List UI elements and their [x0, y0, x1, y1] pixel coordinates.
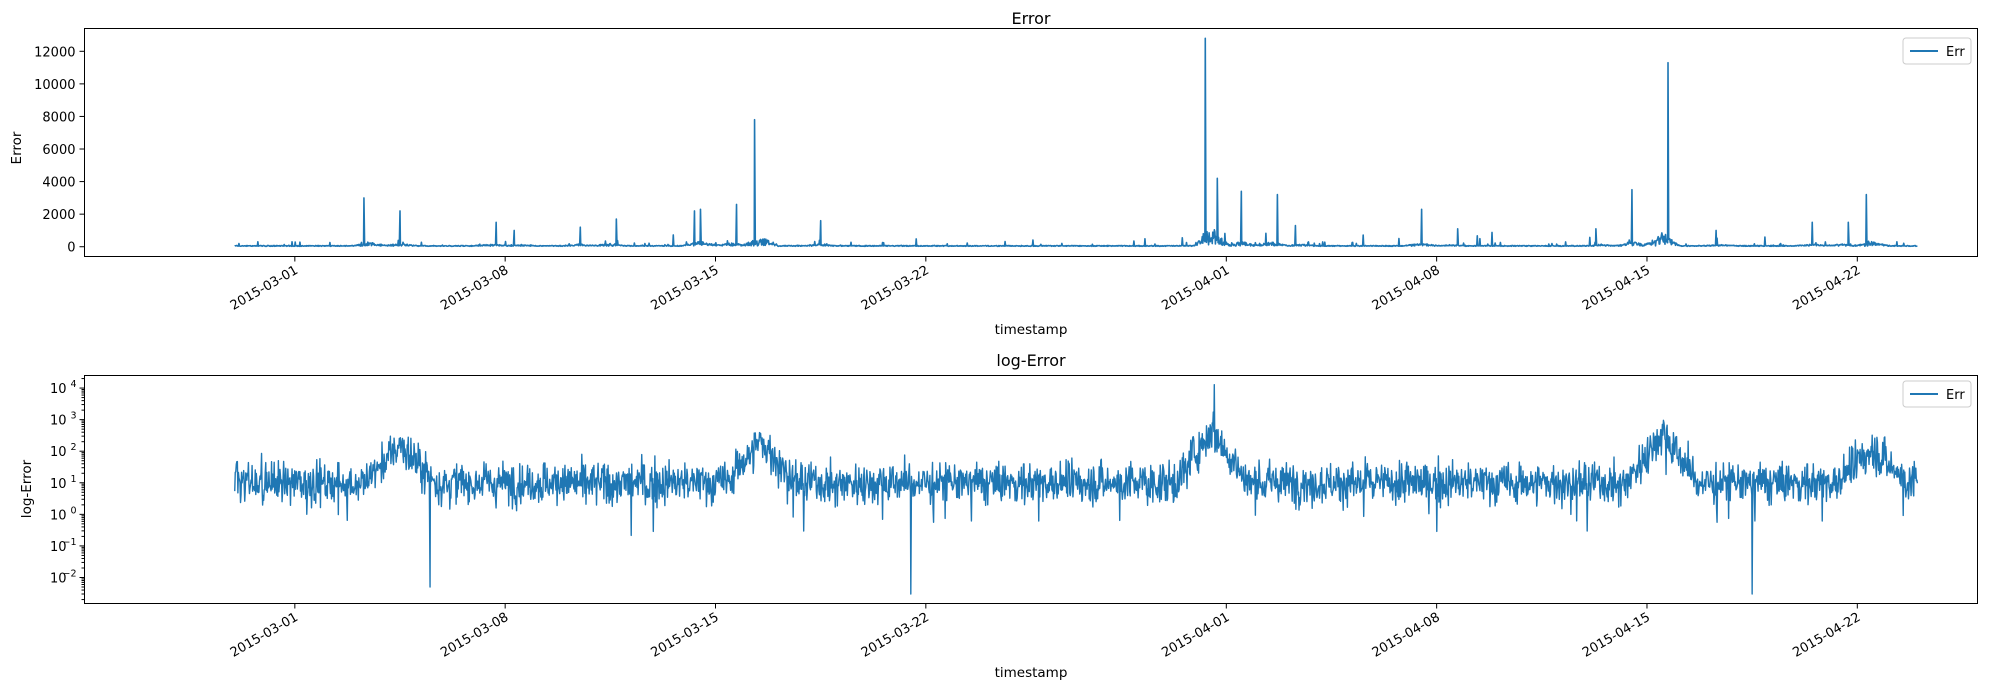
y-tick-label: 10000: [34, 78, 75, 93]
y-tick-exponent: 4: [70, 379, 76, 390]
y-tick-label: 10: [50, 382, 67, 397]
y-tick-label: 0: [67, 241, 75, 256]
panel-error-title: Error: [1012, 9, 1051, 28]
y-tick-exponent: −1: [62, 537, 76, 548]
panel-error-frame: [84, 28, 1978, 257]
y-tick-label: 6000: [42, 143, 75, 158]
panel-log-error-legend: Err: [1902, 380, 1972, 408]
y-tick-label: 10: [50, 477, 67, 492]
y-tick-label: 10: [50, 414, 67, 429]
panel-error-series-err: [234, 37, 1918, 248]
panel-log-error-series-err: [234, 383, 1919, 595]
y-tick-exponent: 2: [70, 442, 76, 453]
y-tick-label: 10: [50, 571, 67, 586]
y-tick-label: 10: [50, 540, 67, 555]
y-tick-label: 10: [50, 508, 67, 523]
series-line-err: [234, 383, 1919, 595]
y-tick-exponent: 0: [70, 505, 76, 516]
panel-log-error-ylabel: log-Error: [19, 459, 35, 518]
panel-log-error-frame: [84, 375, 1978, 604]
y-tick-exponent: 3: [70, 411, 76, 422]
panel-log-error-legend-label: Err: [1946, 388, 1965, 403]
y-tick-exponent: −2: [62, 568, 76, 579]
y-tick-label: 12000: [34, 45, 75, 60]
panel-error-xlabel: timestamp: [995, 322, 1068, 338]
y-tick-label: 4000: [42, 176, 75, 191]
panel-error-legend: Err: [1902, 37, 1972, 65]
panel-log-error-title: log-Error: [996, 351, 1066, 370]
panel-error-y-ticks: 0 2000 4000 6000 8000 10000 12000: [34, 45, 85, 256]
panel-log-error-xlabel: timestamp: [995, 665, 1068, 681]
panel-error-ylabel: Error: [9, 131, 25, 164]
series-line-err: [234, 37, 1918, 248]
y-tick-label: 10: [50, 445, 67, 460]
y-tick-label: 2000: [42, 208, 75, 223]
y-tick-label: 8000: [42, 110, 75, 125]
y-tick-exponent: 1: [70, 474, 76, 485]
panel-error-legend-label: Err: [1946, 45, 1965, 60]
